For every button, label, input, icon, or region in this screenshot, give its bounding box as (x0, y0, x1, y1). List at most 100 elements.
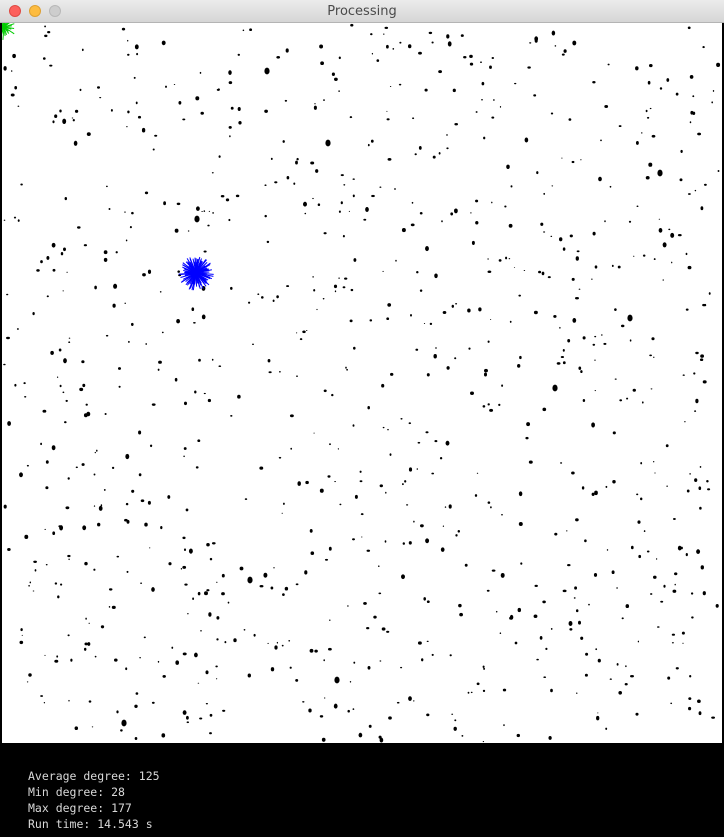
graph-node (338, 277, 340, 279)
graph-node (666, 78, 670, 82)
graph-node (630, 545, 634, 550)
graph-node (518, 522, 523, 526)
graph-node (382, 270, 384, 272)
graph-node (161, 331, 164, 334)
graph-node (127, 39, 129, 42)
graph-node (36, 269, 40, 272)
graph-node (346, 368, 348, 371)
graph-node (699, 358, 704, 361)
graph-node (201, 314, 206, 320)
minimize-button[interactable] (29, 5, 41, 17)
graph-node (595, 648, 598, 651)
graph-node (197, 591, 201, 596)
graph-node (358, 732, 363, 738)
graph-node (542, 600, 546, 604)
graph-node (394, 188, 396, 190)
sketch-canvas[interactable] (2, 23, 722, 743)
graph-node (97, 522, 101, 527)
graph-node (233, 638, 237, 643)
graph-node (331, 393, 334, 397)
zoom-button[interactable] (49, 5, 61, 17)
graph-node (687, 265, 692, 270)
graph-node (162, 675, 166, 678)
graph-node (503, 724, 505, 727)
graph-node (276, 295, 279, 299)
graph-node (207, 224, 210, 227)
graph-node (689, 74, 694, 79)
graph-node (191, 307, 195, 312)
graph-node (108, 588, 113, 591)
graph-node (401, 228, 406, 233)
graph-node (382, 426, 385, 429)
graph-node (273, 567, 275, 569)
star-edge (3, 23, 10, 28)
graph-node (129, 225, 132, 229)
graph-node (88, 622, 90, 624)
graph-node (528, 460, 533, 464)
graph-node (418, 145, 422, 150)
graph-node (702, 46, 705, 49)
graph-node (93, 568, 96, 571)
graph-node (143, 636, 146, 639)
graph-node (200, 111, 204, 115)
graph-node (700, 354, 704, 358)
graph-node (614, 308, 617, 311)
graph-node (324, 558, 329, 561)
graph-node (211, 542, 216, 545)
graph-node (386, 110, 388, 112)
graph-node (112, 303, 116, 308)
graph-node (237, 53, 240, 56)
graph-node (666, 485, 668, 488)
graph-node (668, 228, 671, 231)
graph-node (673, 518, 676, 520)
close-button[interactable] (9, 5, 21, 17)
graph-node (573, 597, 576, 599)
graph-node (702, 591, 706, 596)
graph-node (94, 451, 96, 454)
graph-node (183, 447, 187, 450)
graph-node (433, 354, 437, 359)
graph-node (314, 103, 316, 105)
graph-node (392, 48, 395, 50)
graph-node (75, 466, 78, 469)
graph-node (117, 367, 122, 370)
graph-node (489, 408, 494, 412)
graph-node (487, 403, 490, 406)
graph-node (272, 299, 275, 302)
graph-node (653, 258, 656, 261)
graph-node (412, 117, 415, 120)
graph-node (349, 116, 353, 119)
window-title: Processing (327, 4, 397, 19)
graph-node (195, 206, 200, 211)
graph-node (314, 649, 318, 653)
graph-node (451, 713, 454, 715)
graph-node (339, 503, 342, 506)
title-bar[interactable]: Processing (0, 0, 724, 23)
graph-node (302, 330, 306, 334)
graph-node (10, 70, 13, 72)
graph-node (316, 308, 318, 311)
graph-node (426, 373, 430, 377)
graph-node (604, 105, 609, 108)
graph-node (28, 673, 32, 677)
graph-node (635, 140, 639, 145)
graph-node (689, 675, 692, 678)
graph-node (547, 276, 551, 279)
graph-node (575, 518, 579, 522)
graph-node (128, 340, 130, 343)
graph-node (257, 293, 260, 296)
graph-node (580, 636, 584, 640)
graph-node (209, 557, 213, 561)
graph-node (352, 538, 355, 541)
graph-node (3, 363, 6, 366)
graph-node (499, 632, 502, 635)
graph-node (518, 491, 523, 497)
graph-node (388, 716, 392, 720)
graph-node (338, 56, 341, 60)
graph-node (711, 716, 715, 719)
graph-node (379, 186, 382, 188)
graph-node (40, 260, 43, 264)
graph-node (342, 234, 345, 238)
graph-node (286, 285, 290, 288)
